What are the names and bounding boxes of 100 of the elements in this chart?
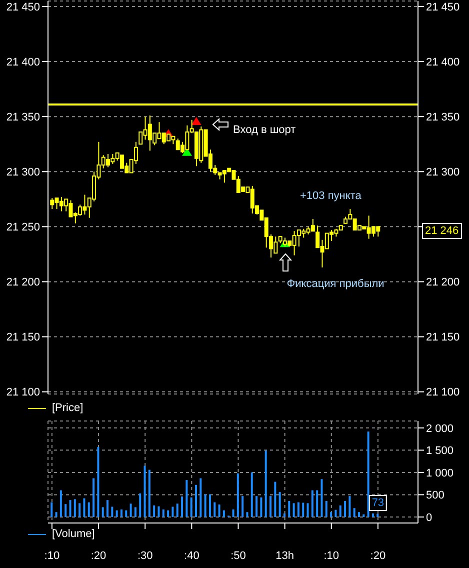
legend-label: [Volume]: [52, 528, 95, 540]
bar: [306, 503, 309, 517]
bar: [372, 513, 374, 517]
bar: [102, 507, 104, 517]
bar: [264, 450, 267, 517]
y-tick-label: 21 200: [6, 276, 40, 289]
y-tick-label: 2 000: [426, 422, 454, 435]
bar: [242, 496, 244, 517]
x-tick-label: :50: [230, 550, 246, 562]
y-tick-label: 1 000: [426, 467, 454, 480]
annotation: Вход в шорт: [233, 124, 296, 136]
bar: [222, 510, 225, 517]
point: [191, 116, 202, 125]
y-tick-label: 21 350: [6, 111, 40, 124]
data-label: 73: [368, 494, 388, 511]
bar: [353, 508, 356, 517]
bar: [172, 506, 174, 517]
bar: [200, 478, 202, 517]
bar: [330, 512, 332, 517]
legend-label: [Price]: [52, 402, 84, 414]
y-tick-label: 21 150: [6, 332, 40, 344]
y-tick-label: 0: [426, 512, 432, 524]
bar: [50, 502, 53, 517]
bar: [325, 500, 328, 517]
y-tick-label: 21 250: [6, 222, 40, 234]
y-tick-label: 21 300: [6, 166, 40, 179]
bar: [144, 466, 146, 517]
bar: [311, 490, 314, 517]
bar: [278, 492, 281, 517]
x-tick-label: :30: [137, 550, 153, 562]
bar: [186, 480, 188, 517]
y-tick-label: 1 500: [426, 445, 454, 458]
x-tick-label: :20: [90, 550, 106, 562]
bar: [204, 494, 206, 517]
x-tick-label: :20: [370, 550, 386, 562]
bar: [181, 496, 184, 517]
bar: [116, 510, 118, 517]
bar: [176, 504, 178, 517]
y-tick-label: 21 450: [6, 1, 40, 14]
bar: [344, 500, 346, 517]
annotation: Фиксация прибыли: [286, 278, 384, 290]
bar: [302, 502, 304, 517]
bar: [208, 494, 211, 517]
bar: [148, 470, 150, 517]
bar: [250, 472, 253, 517]
annotation: +103 пункта: [300, 190, 362, 202]
bar: [358, 512, 360, 517]
bar: [195, 484, 197, 517]
bar: [69, 500, 72, 517]
bar: [218, 504, 220, 517]
bar: [367, 431, 370, 517]
bar: [83, 498, 86, 517]
x-tick-label: 13h: [276, 550, 294, 562]
bar: [64, 504, 67, 517]
bar: [162, 509, 164, 517]
x-tick-label: :10: [324, 550, 340, 562]
bar: [125, 510, 128, 517]
bar: [292, 503, 295, 517]
bar: [153, 505, 156, 517]
bar: [246, 512, 248, 517]
bar: [60, 490, 62, 517]
bar: [274, 482, 276, 517]
bar: [348, 496, 351, 517]
bar: [190, 497, 192, 517]
bar: [232, 509, 234, 517]
bar: [158, 506, 160, 517]
bar: [106, 500, 109, 517]
candlestick: [316, 225, 320, 248]
bar: [139, 493, 142, 517]
bar: [270, 496, 272, 517]
bar: [55, 512, 58, 517]
bar: [283, 513, 286, 517]
bar: [92, 478, 95, 517]
bar: [256, 496, 258, 517]
bar: [78, 503, 81, 517]
bar: [214, 502, 216, 517]
bar: [111, 506, 114, 517]
bar: [130, 504, 132, 517]
bar: [339, 505, 342, 517]
bar: [167, 510, 170, 517]
bar: [320, 479, 323, 517]
candlestick: [310, 218, 315, 232]
y-tick-label: 21 400: [6, 56, 40, 68]
bar: [288, 500, 290, 517]
bar: [134, 507, 136, 517]
x-tick-label: :10: [44, 550, 60, 562]
bar: [334, 510, 337, 517]
text: 21 246: [425, 225, 459, 238]
bar: [376, 514, 379, 517]
bar: [88, 502, 90, 517]
y-tick-label: 500: [426, 490, 444, 502]
bar: [362, 514, 365, 517]
bar: [97, 447, 100, 517]
bar: [297, 502, 300, 517]
y-tick-label: 21 100: [6, 386, 40, 399]
x-tick-label: :40: [184, 550, 200, 562]
bar: [236, 473, 239, 517]
bar: [260, 497, 262, 517]
bar: [74, 499, 76, 517]
bar: [120, 509, 122, 517]
